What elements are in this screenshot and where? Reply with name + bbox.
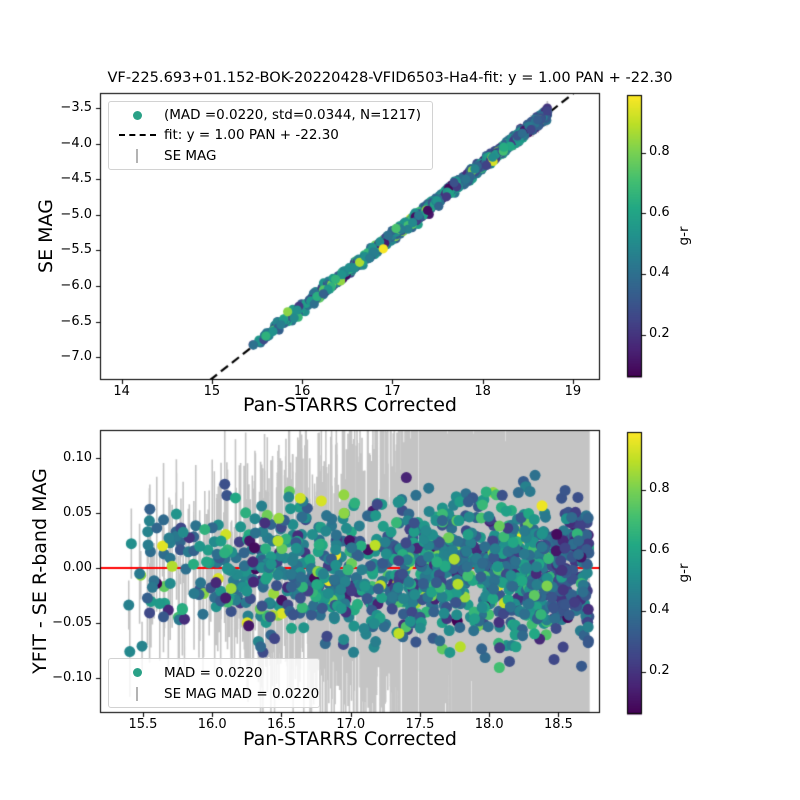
- bottom-colorbar-label: g-r: [676, 563, 692, 583]
- tick-label: 16.0: [197, 717, 227, 732]
- tick-label: 0.2: [649, 663, 670, 679]
- legend-label-mad: MAD = 0.0220: [164, 664, 263, 681]
- tick-label: 0.8: [649, 144, 670, 160]
- tick-label: 16.5: [266, 717, 296, 732]
- tick-label: 18.0: [474, 717, 504, 732]
- tick-label: 0.8: [649, 481, 670, 497]
- tick-label: 18: [474, 384, 491, 399]
- tick-label: 14: [113, 384, 130, 399]
- tick-label: −6.5: [60, 313, 92, 329]
- tick-label: 0.4: [649, 265, 670, 281]
- legend-label-semag-mad: SE MAG MAD = 0.0220: [164, 685, 320, 702]
- tick-label: 0.00: [63, 559, 92, 575]
- tick-label: 17.0: [336, 717, 366, 732]
- tick-label: 17.5: [405, 717, 435, 732]
- errorbar-icon: [118, 686, 156, 701]
- tick-label: −6.0: [60, 277, 92, 293]
- tick-label: 19: [564, 384, 582, 399]
- bottom-xaxis-label: Pan-STARRS Corrected: [243, 728, 457, 750]
- tick-label: 15: [203, 384, 221, 399]
- legend-label-fit: fit: y = 1.00 PAN + -22.30: [164, 127, 339, 144]
- tick-label: −5.0: [60, 206, 92, 222]
- legend-row-scatter: (MAD =0.0220, std=0.0344, N=1217): [118, 107, 426, 123]
- tick-label: 0.4: [649, 602, 670, 618]
- tick-label: 0.6: [649, 541, 670, 557]
- scatter-marker-icon: [118, 110, 156, 120]
- tick-label: 0.05: [63, 504, 92, 520]
- errorbar-icon: [118, 148, 156, 163]
- tick-label: −4.0: [60, 135, 92, 151]
- legend-row-fit: fit: y = 1.00 PAN + -22.30: [118, 127, 426, 143]
- top-xaxis-label: Pan-STARRS Corrected: [243, 394, 457, 416]
- tick-label: −0.10: [52, 669, 92, 685]
- tick-label: −0.05: [52, 614, 92, 630]
- fit-line-icon: [118, 134, 156, 137]
- tick-label: −7.0: [60, 349, 92, 365]
- tick-label: 0.2: [649, 326, 670, 342]
- tick-label: 15.5: [128, 717, 158, 732]
- scatter-marker-icon: [118, 668, 156, 677]
- legend-label-errorbar: SE MAG: [164, 147, 217, 164]
- tick-label: 18.5: [543, 717, 573, 732]
- tick-label: −3.5: [60, 99, 92, 115]
- top-legend: (MAD =0.0220, std=0.0344, N=1217) fit: y…: [108, 101, 433, 170]
- tick-label: 16: [293, 384, 311, 399]
- top-colorbar-label: g-r: [676, 226, 692, 246]
- legend-row-semag-mad: SE MAG MAD = 0.0220: [118, 686, 319, 702]
- tick-label: 0.6: [649, 204, 670, 220]
- tick-label: −4.5: [60, 171, 92, 187]
- bottom-legend: MAD = 0.0220 SE MAG MAD = 0.0220: [108, 658, 320, 708]
- tick-label: 0.10: [63, 450, 92, 466]
- figure-title: VF-225.693+01.152-BOK-20220428-VFID6503-…: [107, 69, 673, 86]
- tick-label: −5.5: [60, 242, 92, 258]
- tick-label: 17: [384, 384, 401, 399]
- legend-label-scatter: (MAD =0.0220, std=0.0344, N=1217): [164, 107, 422, 124]
- legend-row-errorbar: SE MAG: [118, 148, 426, 164]
- legend-row-mad: MAD = 0.0220: [118, 665, 313, 681]
